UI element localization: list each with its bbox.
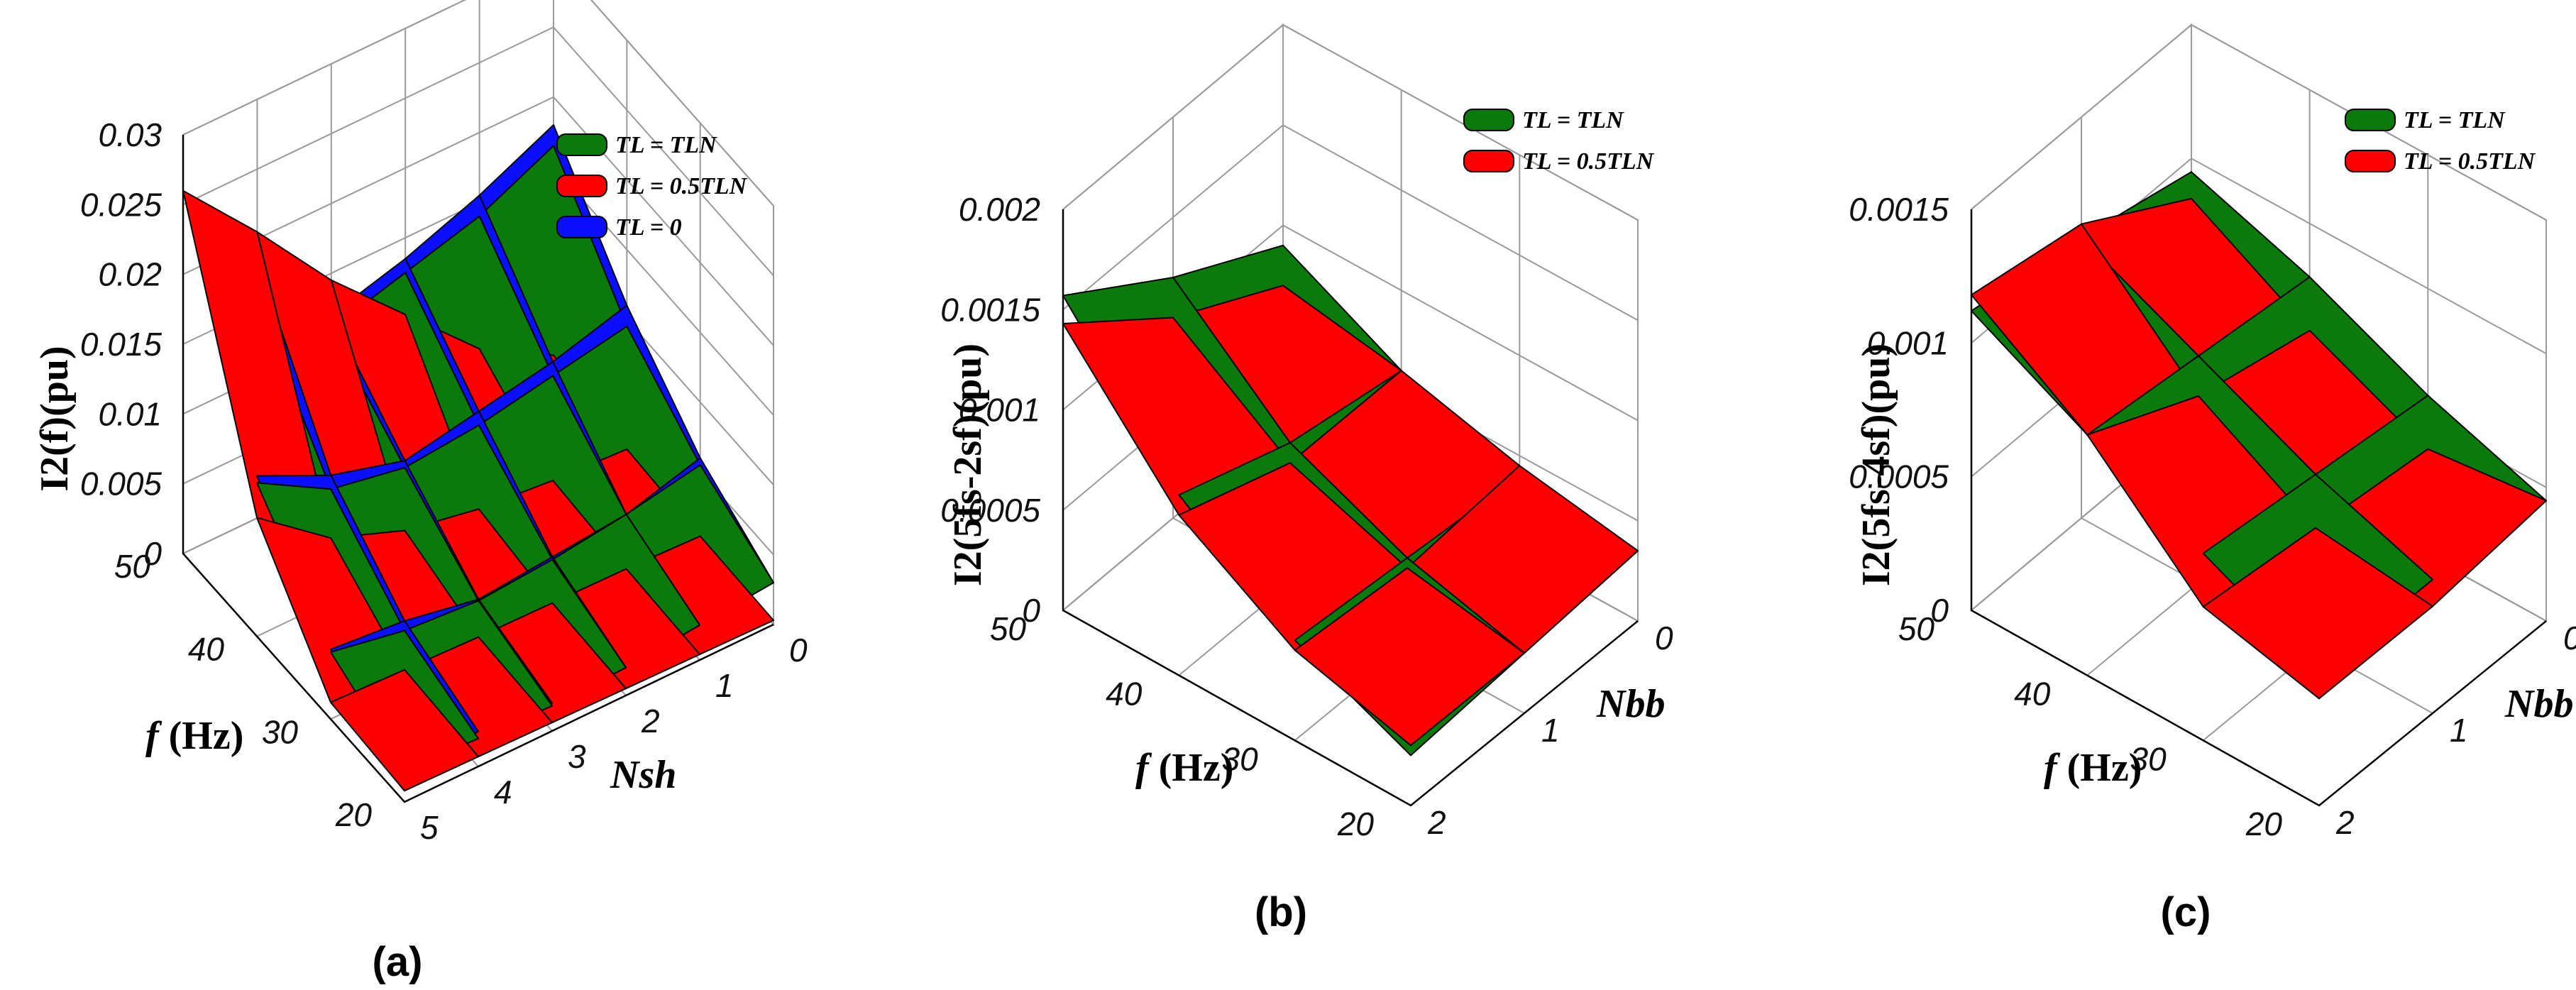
axis-frame [182, 135, 774, 803]
legend-swatch [556, 216, 607, 238]
z-tick-label: 0 [1930, 592, 1949, 629]
x-axis-unit: (Hz) [1149, 746, 1234, 790]
legend-label: TL = 0.5TLN [615, 173, 748, 199]
f-tick-label: 50 [114, 548, 151, 585]
surface-patch [1294, 567, 1525, 747]
z-tick-label: 0.02 [98, 256, 162, 293]
chart-panel-c: 0 0.0005 0.001 0.0015 50 40 30 20 2 1 0 f (Hz) Nbb I2… [1849, 23, 2576, 935]
y-axis-label: Nsh [610, 753, 676, 797]
legend-label: TL = 0 [615, 214, 682, 241]
chart-panel-b: 0 0.0005 0.001 0.0015 0.002 50 40 30 20 2 1 0 f (Hz)… [940, 23, 1673, 935]
z-tick-label: 0.01 [98, 395, 162, 432]
f-tick-label: 40 [2014, 676, 2051, 713]
z-tick-label: 0.002 [959, 191, 1040, 228]
n-tick-label: 0 [2563, 620, 2576, 656]
legend-label: TL = 0.5TLN [2404, 148, 2536, 175]
n-tick-label: 3 [568, 738, 586, 775]
n-tick-label: 0 [1655, 620, 1673, 656]
x-axis-label: f (Hz) [145, 714, 243, 758]
f-tick-label: 20 [2245, 805, 2283, 842]
panel-label: (a) [373, 939, 423, 985]
f-tick-label: 40 [188, 631, 225, 668]
legend-swatch [556, 175, 607, 197]
n-tick-label: 5 [420, 809, 439, 846]
legend-swatch [1463, 150, 1514, 172]
legend-swatch [2345, 150, 2396, 172]
z-tick-label: 0.0005 [1849, 458, 1949, 495]
n-tick-label: 1 [715, 667, 734, 704]
f-tick-label: 30 [262, 713, 299, 750]
f-tick-label: 40 [1106, 676, 1143, 713]
panel-label: (b) [1255, 889, 1307, 935]
z-tick-label: 0.015 [80, 326, 163, 363]
legend-label: TL = TLN [615, 132, 717, 158]
z-tick-label: 0.005 [80, 466, 163, 502]
n-tick-label: 0 [789, 632, 808, 669]
x-axis-unit: (Hz) [2057, 746, 2142, 790]
z-tick-label: 0.0015 [1849, 191, 1949, 228]
axis-frame [1062, 209, 1639, 807]
z-axis-label: I2(5fs-2sf)(pu) [946, 343, 990, 586]
legend-swatch [1463, 109, 1514, 131]
surface-patch [330, 669, 479, 792]
n-tick-label: 2 [641, 703, 660, 739]
z-axis-label: I2(5fs-4sf)(pu) [1854, 343, 1898, 586]
axis-frame [1970, 209, 2547, 807]
legend-swatch [2345, 109, 2396, 131]
n-tick-label: 2 [2335, 804, 2355, 841]
n-tick-label: 4 [494, 774, 512, 810]
z-tick-label: 0.03 [98, 116, 162, 153]
legend-label: TL = TLN [2404, 107, 2506, 133]
legend-swatch [556, 133, 607, 156]
z-tick-label: 0.0015 [940, 291, 1040, 328]
z-tick-label: 0.0005 [940, 492, 1040, 529]
x-axis-unit: (Hz) [159, 714, 244, 758]
f-tick-label: 30 [1221, 740, 1258, 777]
f-tick-label: 20 [1337, 805, 1375, 842]
z-tick-label: 0.025 [80, 186, 163, 223]
x-axis-label: f (Hz) [2044, 746, 2142, 790]
x-axis-label: f (Hz) [1135, 746, 1233, 790]
f-tick-label: 20 [335, 796, 373, 833]
z-tick-label: 0.001 [1867, 324, 1949, 361]
panel-label: (c) [2161, 889, 2211, 935]
z-tick-label: 0.001 [959, 392, 1040, 429]
legend-label: TL = TLN [1522, 107, 1624, 133]
surface-patch [2202, 527, 2433, 700]
y-axis-label: Nbb [2504, 682, 2573, 726]
f-tick-label: 50 [1898, 610, 1935, 647]
n-tick-label: 1 [1541, 712, 1560, 749]
legend-label: TL = 0.5TLN [1522, 148, 1655, 175]
n-tick-label: 1 [2450, 712, 2468, 749]
z-tick-label: 0 [143, 535, 162, 572]
f-tick-label: 30 [2130, 740, 2167, 777]
z-axis-label: I2(f)(pu) [33, 346, 77, 491]
z-tick-label: 0 [1022, 592, 1040, 629]
y-axis-label: Nbb [1596, 682, 1665, 726]
n-tick-label: 2 [1427, 804, 1446, 841]
f-tick-label: 50 [990, 610, 1027, 647]
